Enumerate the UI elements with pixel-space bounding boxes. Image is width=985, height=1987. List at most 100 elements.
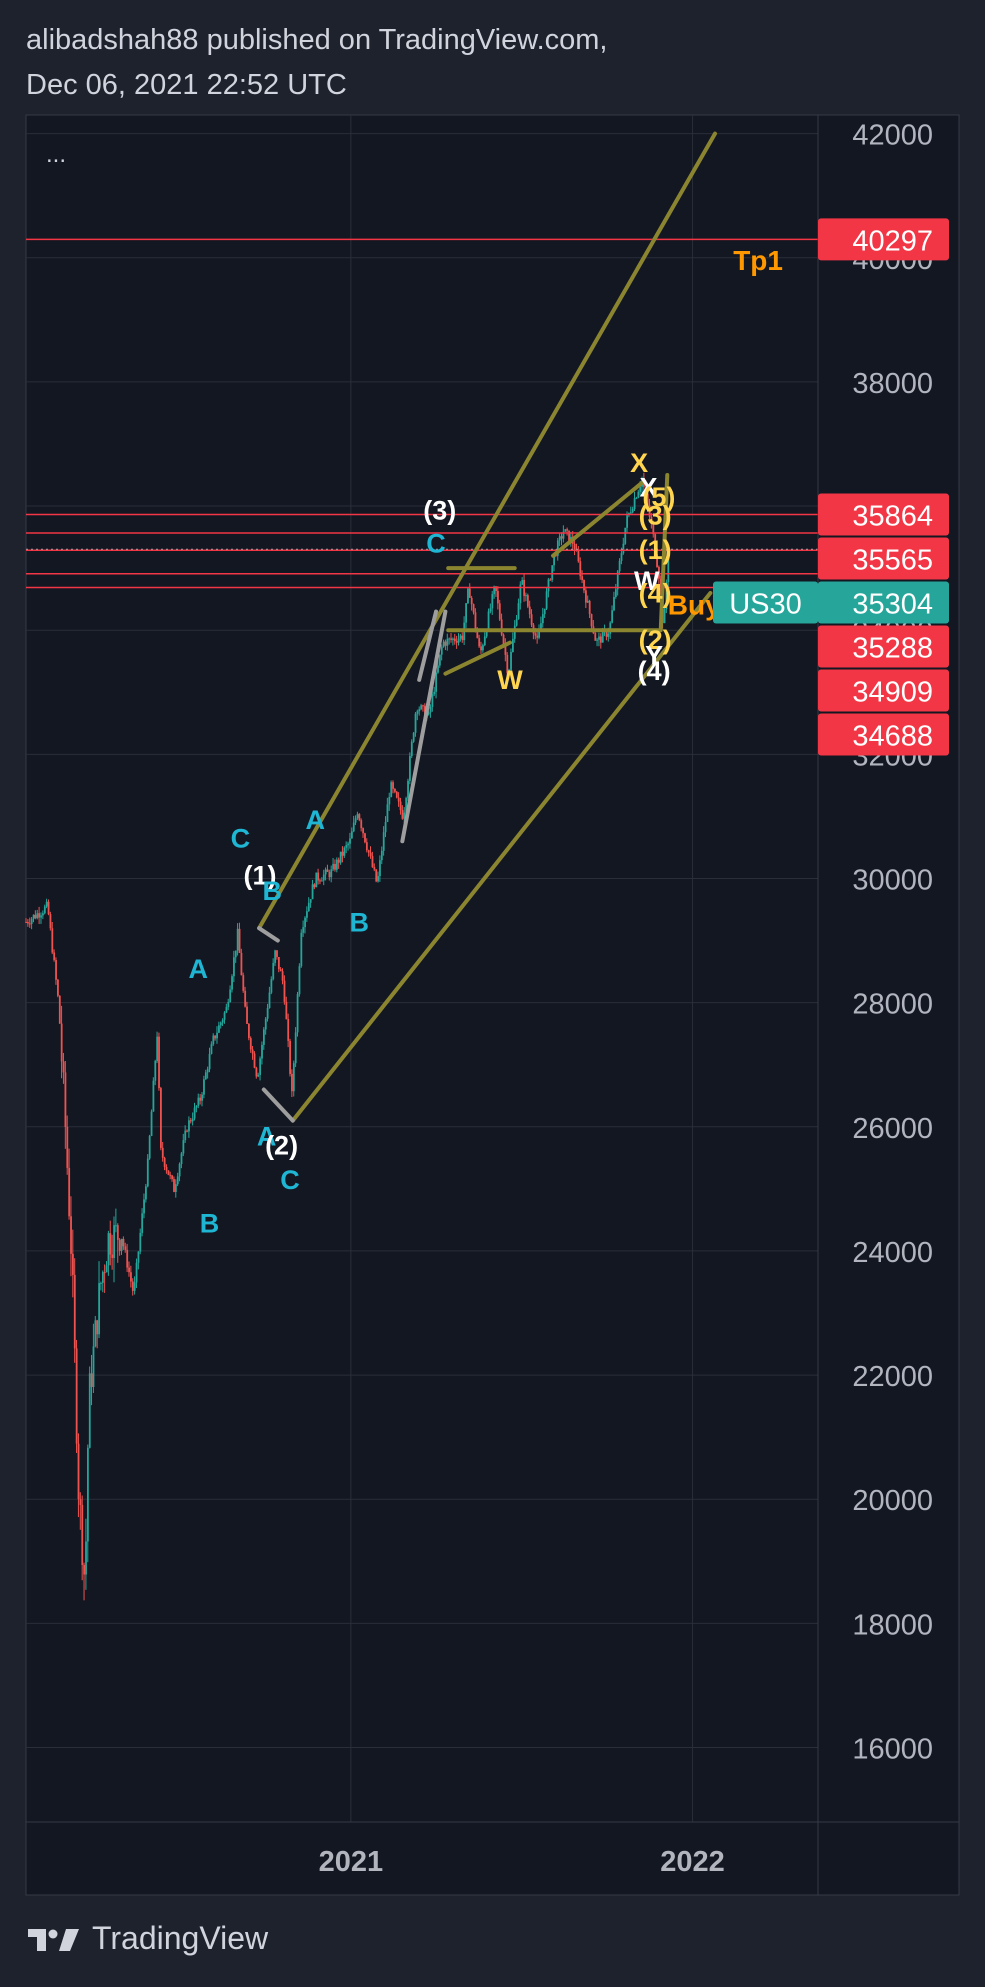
candle-body xyxy=(556,540,559,556)
candle-body xyxy=(272,962,275,980)
channel-line xyxy=(443,640,512,676)
wave-label: C xyxy=(280,1165,300,1195)
candle-body xyxy=(437,665,439,673)
candle-body xyxy=(418,709,421,712)
candle-body xyxy=(115,1225,117,1227)
candle-body xyxy=(101,1272,104,1283)
candle-body xyxy=(309,899,312,903)
candle-body xyxy=(302,927,305,933)
candle-body xyxy=(517,603,520,620)
candle-body xyxy=(73,1274,76,1349)
wave-label: (5) xyxy=(642,482,675,512)
candle-body xyxy=(377,876,379,882)
candle-body xyxy=(204,1072,207,1080)
candle-body xyxy=(203,1079,205,1095)
candle-body xyxy=(296,994,299,1033)
candle-body xyxy=(47,901,50,915)
y-tick-label: 24000 xyxy=(852,1237,933,1269)
candle-body xyxy=(255,1067,258,1077)
candle-body xyxy=(53,952,56,961)
candle-body xyxy=(77,1443,80,1500)
candle-body xyxy=(498,603,501,620)
y-tick-label: 18000 xyxy=(852,1609,933,1641)
tradingview-logo[interactable]: TradingView xyxy=(26,1920,268,1957)
candle-body xyxy=(279,969,282,972)
candle-body xyxy=(412,732,415,742)
candle-body xyxy=(422,705,424,707)
candle-body xyxy=(601,631,604,643)
candle-body xyxy=(594,633,597,641)
candle-body xyxy=(577,551,580,562)
candle-body xyxy=(304,917,306,928)
wave-label: (4) xyxy=(638,656,671,686)
chart-menu-dots[interactable]: ... xyxy=(46,141,66,168)
candle-body xyxy=(313,884,316,888)
candle-body xyxy=(497,591,499,604)
candle-body xyxy=(635,497,638,499)
candle-body xyxy=(452,638,454,640)
candle-body xyxy=(431,694,434,708)
candle-body xyxy=(388,796,391,805)
horizontal-levels xyxy=(26,238,818,589)
candle-body xyxy=(199,1097,202,1101)
candle-body xyxy=(322,874,325,881)
candle-body xyxy=(75,1348,78,1444)
candle-body xyxy=(171,1175,174,1180)
candle-body xyxy=(111,1254,114,1258)
candle-body xyxy=(551,565,554,580)
candle-body xyxy=(525,595,527,597)
candle-body xyxy=(55,960,57,980)
candle-body xyxy=(339,851,342,863)
candle-body xyxy=(369,852,372,857)
candle-body xyxy=(49,914,52,929)
channel-lines xyxy=(257,131,718,1123)
candle-body xyxy=(474,612,477,629)
candle-body xyxy=(395,791,398,798)
candle-body xyxy=(167,1170,170,1175)
candle-body xyxy=(180,1153,183,1164)
candle-body xyxy=(257,1074,260,1077)
level-price-label: 35864 xyxy=(852,501,933,533)
candle-body xyxy=(287,1019,290,1041)
candle-body xyxy=(336,859,338,870)
wave-label: A xyxy=(257,1121,277,1151)
candle-body xyxy=(221,1019,224,1023)
candle-body xyxy=(639,486,642,492)
candle-body xyxy=(103,1272,106,1274)
candle-body xyxy=(394,788,396,792)
candle-body xyxy=(227,1002,230,1008)
candle-body xyxy=(42,913,44,916)
candle-body xyxy=(98,1283,101,1335)
candle-body xyxy=(300,932,303,967)
candle-body xyxy=(365,842,368,851)
candle-body xyxy=(487,611,490,631)
y-tick-label: 16000 xyxy=(852,1734,933,1766)
candle-body xyxy=(613,596,615,611)
candle-body xyxy=(350,831,353,839)
candle-body xyxy=(135,1262,138,1283)
candle-body xyxy=(246,1006,248,1024)
candle-body xyxy=(373,866,376,870)
candle-body xyxy=(139,1232,142,1252)
candle-body xyxy=(188,1120,190,1132)
candle-body xyxy=(36,913,39,919)
candle-body xyxy=(210,1044,213,1054)
candle-body xyxy=(508,669,511,673)
candle-body xyxy=(526,595,529,607)
candle-body xyxy=(315,872,318,888)
candle-body xyxy=(354,818,357,823)
candle-body xyxy=(607,633,610,637)
candle-body xyxy=(107,1233,110,1266)
candle-body xyxy=(174,1184,177,1192)
candle-body xyxy=(658,566,660,579)
corrective-line xyxy=(400,609,448,844)
candle-body xyxy=(545,591,548,609)
x-tick-label: 2022 xyxy=(660,1846,725,1878)
candle-body xyxy=(620,553,623,561)
y-tick-label: 22000 xyxy=(852,1361,933,1393)
candle-body xyxy=(122,1238,125,1247)
candle-body xyxy=(298,966,301,995)
candle-body xyxy=(566,529,569,531)
candle-body xyxy=(341,851,344,856)
